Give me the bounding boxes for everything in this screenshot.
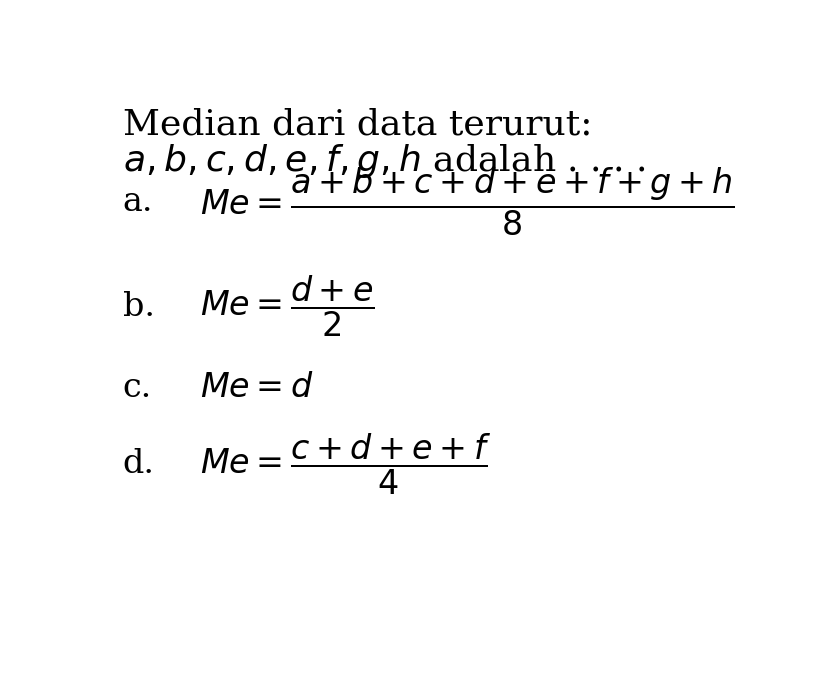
Text: b.: b. — [122, 291, 155, 323]
Text: $\mathit{Me} = \dfrac{d + e}{2}$: $\mathit{Me} = \dfrac{d + e}{2}$ — [199, 274, 375, 339]
Text: c.: c. — [122, 372, 152, 404]
Text: $\mathit{Me} = \dfrac{c +d + e + f}{4}$: $\mathit{Me} = \dfrac{c +d + e + f}{4}$ — [199, 431, 490, 496]
Text: d.: d. — [122, 448, 155, 480]
Text: Median dari data terurut:: Median dari data terurut: — [122, 107, 591, 142]
Text: a.: a. — [122, 186, 153, 218]
Text: $\mathit{Me} = d$: $\mathit{Me} = d$ — [199, 372, 313, 404]
Text: $\mathit{Me} = \dfrac{a+b+c+d+e+f+g+h}{8}$: $\mathit{Me} = \dfrac{a+b+c+d+e+f+g+h}{8… — [199, 166, 734, 238]
Text: $\mathit{a, b, c, d, e, f, g, h}$ adalah . . . .: $\mathit{a, b, c, d, e, f, g, h}$ adalah… — [122, 142, 645, 180]
